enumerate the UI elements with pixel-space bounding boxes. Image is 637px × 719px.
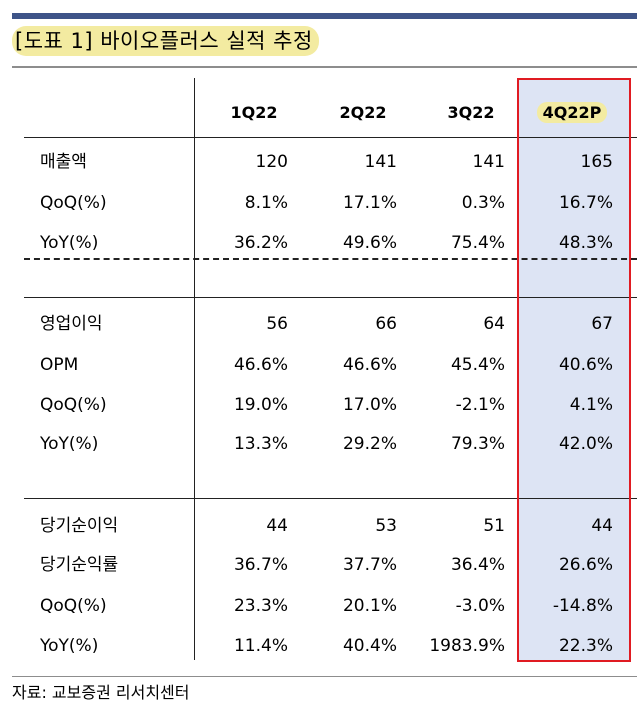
row-label: QoQ(%) bbox=[40, 395, 107, 415]
table-cell: 51 bbox=[483, 516, 505, 536]
forecast-column-border bbox=[517, 78, 631, 662]
table-cell: 20.1% bbox=[342, 596, 397, 616]
section-divider-dashed bbox=[24, 258, 637, 260]
table-cell: 40.6% bbox=[558, 355, 613, 375]
table-cell: 46.6% bbox=[342, 355, 397, 375]
section-divider bbox=[24, 498, 637, 499]
table-cell: 29.2% bbox=[342, 434, 397, 454]
row-label: YoY(%) bbox=[40, 233, 99, 253]
table-cell: 26.6% bbox=[558, 555, 613, 575]
table-cell: 67 bbox=[591, 314, 613, 334]
table-cell: 165 bbox=[580, 152, 613, 172]
table-cell: -2.1% bbox=[455, 395, 505, 415]
row-label: 당기순익률 bbox=[40, 555, 119, 575]
row-label: QoQ(%) bbox=[40, 596, 107, 616]
table-cell: 37.7% bbox=[342, 555, 397, 575]
table-cell: 40.4% bbox=[342, 636, 397, 656]
table-cell: 44 bbox=[266, 516, 288, 536]
row-label: 영업이익 bbox=[40, 314, 103, 334]
table-cell: 42.0% bbox=[558, 434, 613, 454]
table-cell: 17.1% bbox=[342, 193, 397, 213]
table-cell: 141 bbox=[472, 152, 505, 172]
table-cell: -14.8% bbox=[552, 596, 613, 616]
row-label: QoQ(%) bbox=[40, 193, 107, 213]
table-cell: 75.4% bbox=[450, 233, 505, 253]
table-cell: 56 bbox=[266, 314, 288, 334]
top-rule bbox=[12, 13, 637, 19]
row-label: YoY(%) bbox=[40, 434, 99, 454]
row-label: YoY(%) bbox=[40, 636, 99, 656]
table-cell: 49.6% bbox=[342, 233, 397, 253]
table-cell: 4.1% bbox=[569, 395, 613, 415]
table-cell: -3.0% bbox=[455, 596, 505, 616]
table-cell: 79.3% bbox=[450, 434, 505, 454]
column-header-3q22: 3Q22 bbox=[447, 103, 495, 122]
column-header-1q22: 1Q22 bbox=[230, 103, 278, 122]
table-cell: 36.4% bbox=[450, 555, 505, 575]
table-cell: 17.0% bbox=[342, 395, 397, 415]
table-cell: 13.3% bbox=[233, 434, 288, 454]
bottom-rule bbox=[12, 676, 637, 677]
table-cell: 0.3% bbox=[461, 193, 505, 213]
label-divider bbox=[194, 78, 195, 660]
header-divider bbox=[24, 137, 637, 138]
table-cell: 141 bbox=[364, 152, 397, 172]
table-cell: 36.2% bbox=[233, 233, 288, 253]
section-divider bbox=[24, 297, 637, 298]
table-cell: 66 bbox=[375, 314, 397, 334]
title-wrap: [도표 1] 바이오플러스 실적 추정 bbox=[12, 26, 319, 56]
table-cell: 1983.9% bbox=[429, 636, 505, 656]
table-cell: 44 bbox=[591, 516, 613, 536]
row-label: OPM bbox=[40, 355, 79, 375]
source-note: 자료: 교보증권 리서치센터 bbox=[12, 683, 190, 702]
table-cell: 64 bbox=[483, 314, 505, 334]
column-header-2q22: 2Q22 bbox=[339, 103, 387, 122]
table-cell: 22.3% bbox=[558, 636, 613, 656]
table-cell: 23.3% bbox=[233, 596, 288, 616]
table-cell: 16.7% bbox=[558, 193, 613, 213]
title-rule bbox=[12, 66, 637, 68]
table-cell: 48.3% bbox=[558, 233, 613, 253]
table-cell: 11.4% bbox=[233, 636, 288, 656]
table-cell: 53 bbox=[375, 516, 397, 536]
row-label: 매출액 bbox=[40, 152, 87, 172]
column-header-4q22p-label: 4Q22P bbox=[536, 102, 608, 123]
table-title: [도표 1] 바이오플러스 실적 추정 bbox=[12, 26, 319, 56]
forecast-column-highlight bbox=[517, 78, 629, 660]
table-cell: 8.1% bbox=[244, 193, 288, 213]
table-cell: 120 bbox=[255, 152, 288, 172]
table-cell: 46.6% bbox=[233, 355, 288, 375]
table-cell: 19.0% bbox=[233, 395, 288, 415]
table-cell: 45.4% bbox=[450, 355, 505, 375]
row-label: 당기순이익 bbox=[40, 516, 119, 536]
column-header-4q22p: 4Q22P bbox=[524, 98, 620, 128]
table-cell: 36.7% bbox=[233, 555, 288, 575]
